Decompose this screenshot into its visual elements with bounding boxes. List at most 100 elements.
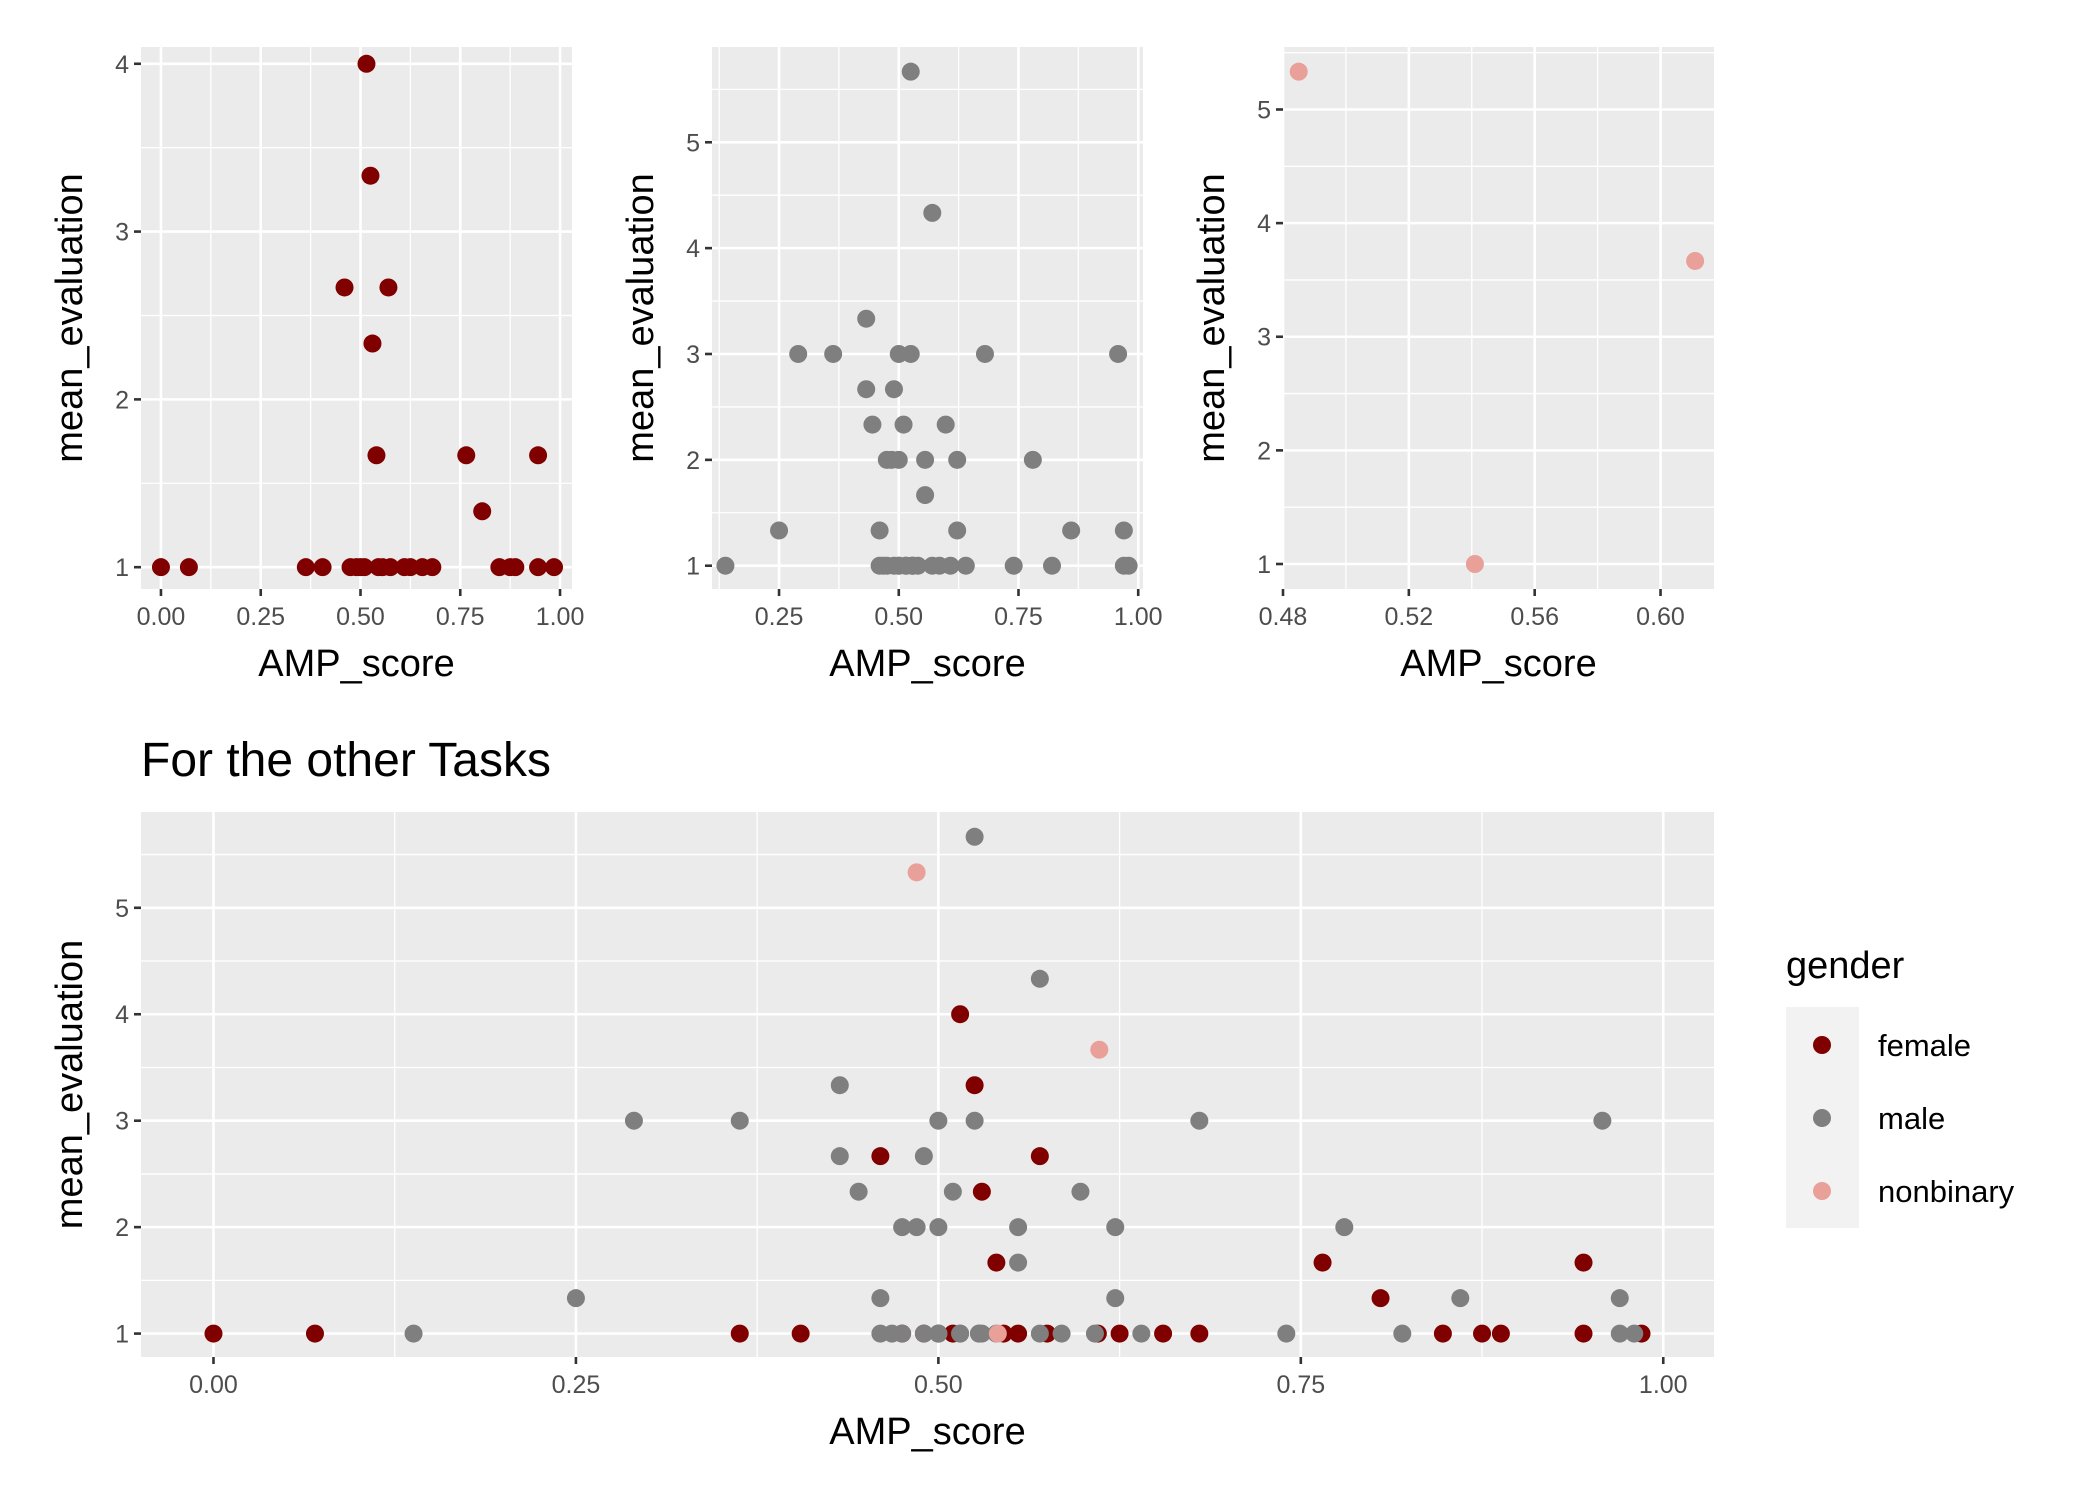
point-male	[901, 344, 920, 363]
point-female	[1473, 1324, 1492, 1343]
point-female	[335, 278, 354, 297]
point-male	[893, 1218, 912, 1237]
point-male	[770, 521, 789, 540]
panel-2: 0.25 0.50 0.75 1.00 1 2 3 4 5 AMP_score mean_evalu…	[620, 47, 1163, 685]
x-tick-label: 0.50	[914, 1371, 963, 1399]
point-female	[361, 166, 380, 185]
point-male	[1052, 1324, 1071, 1343]
point-male	[1393, 1324, 1412, 1343]
point-female	[296, 558, 315, 577]
x-axis-title: AMP_score	[829, 1411, 1025, 1453]
x-tick-label: 0.25	[552, 1371, 601, 1399]
y-tick-label: 1	[686, 553, 700, 581]
point-nonbinary	[988, 1324, 1007, 1343]
point-female	[871, 1147, 890, 1166]
x-axis-title: AMP_score	[1400, 643, 1596, 685]
point-male	[1335, 1218, 1354, 1237]
y-axis-title: mean_evaluation	[1191, 173, 1233, 462]
point-male	[1043, 556, 1062, 575]
point-male	[566, 1289, 585, 1308]
legend-key-male	[1813, 1109, 1831, 1127]
point-female	[473, 502, 492, 521]
point-male	[1009, 1253, 1028, 1272]
point-male	[956, 556, 975, 575]
point-male	[857, 380, 876, 399]
x-tick-label: 0.50	[336, 603, 385, 631]
point-male	[948, 450, 967, 469]
point-male	[624, 1111, 643, 1130]
x-tick-label: 0.50	[874, 603, 923, 631]
point-male	[1085, 1324, 1104, 1343]
point-male	[1030, 1324, 1049, 1343]
legend-title: gender	[1786, 945, 1905, 987]
point-male	[1132, 1324, 1151, 1343]
point-male	[965, 827, 984, 846]
point-male	[824, 344, 843, 363]
point-female	[1190, 1324, 1209, 1343]
y-tick-label: 1	[1257, 551, 1271, 579]
x-tick-label: 0.75	[1276, 1371, 1325, 1399]
point-female	[1491, 1324, 1510, 1343]
point-female	[1009, 1324, 1028, 1343]
point-male	[1190, 1111, 1209, 1130]
point-female	[313, 558, 332, 577]
point-male	[908, 556, 927, 575]
legend-key-nonbinary	[1813, 1182, 1831, 1200]
legend-label-female: female	[1878, 1028, 1971, 1063]
point-male	[914, 1147, 933, 1166]
point-male	[943, 1182, 962, 1201]
point-female	[355, 558, 374, 577]
point-male	[1009, 1218, 1028, 1237]
point-nonbinary	[1465, 555, 1484, 574]
y-tick-label: 4	[1257, 210, 1271, 238]
point-male	[965, 1111, 984, 1130]
point-male	[972, 1324, 991, 1343]
y-tick-label: 4	[115, 51, 129, 79]
x-tick-label: 0.48	[1259, 603, 1308, 631]
point-female	[987, 1253, 1006, 1272]
point-female	[965, 1076, 984, 1095]
point-male	[941, 556, 960, 575]
point-male	[1610, 1324, 1629, 1343]
point-female	[1110, 1324, 1129, 1343]
x-axis-title: AMP_score	[829, 643, 1025, 685]
legend-key-female	[1813, 1036, 1831, 1054]
point-male	[929, 1218, 948, 1237]
point-male	[716, 556, 735, 575]
point-male	[1004, 556, 1023, 575]
point-male	[857, 309, 876, 328]
y-tick-label: 3	[1257, 324, 1271, 352]
point-male	[730, 1111, 749, 1130]
point-male	[1277, 1324, 1296, 1343]
point-male	[948, 521, 967, 540]
point-male	[1062, 521, 1081, 540]
point-male	[936, 415, 955, 434]
point-female	[730, 1324, 749, 1343]
panel-title: For the other Tasks	[141, 734, 551, 787]
point-male	[871, 1289, 890, 1308]
point-male	[1106, 1218, 1125, 1237]
x-tick-label: 0.60	[1636, 603, 1685, 631]
point-female	[529, 558, 548, 577]
point-female	[545, 558, 564, 577]
point-female	[381, 558, 400, 577]
point-male	[929, 1111, 948, 1130]
point-male	[907, 1218, 926, 1237]
y-axis-title: mean_evaluation	[49, 173, 91, 462]
point-male	[1030, 969, 1049, 988]
point-male	[789, 344, 808, 363]
x-tick-label: 1.00	[536, 603, 585, 631]
point-male	[893, 1324, 912, 1343]
point-female	[791, 1324, 810, 1343]
point-female	[457, 446, 476, 465]
point-male	[975, 344, 994, 363]
point-female	[305, 1324, 324, 1343]
x-tick-label: 0.25	[755, 603, 804, 631]
point-male	[1625, 1324, 1644, 1343]
panel-background	[1283, 47, 1714, 589]
point-male	[1106, 1289, 1125, 1308]
point-female	[1574, 1324, 1593, 1343]
point-male	[1610, 1289, 1629, 1308]
point-male	[1119, 556, 1138, 575]
x-tick-label: 1.00	[1114, 603, 1163, 631]
